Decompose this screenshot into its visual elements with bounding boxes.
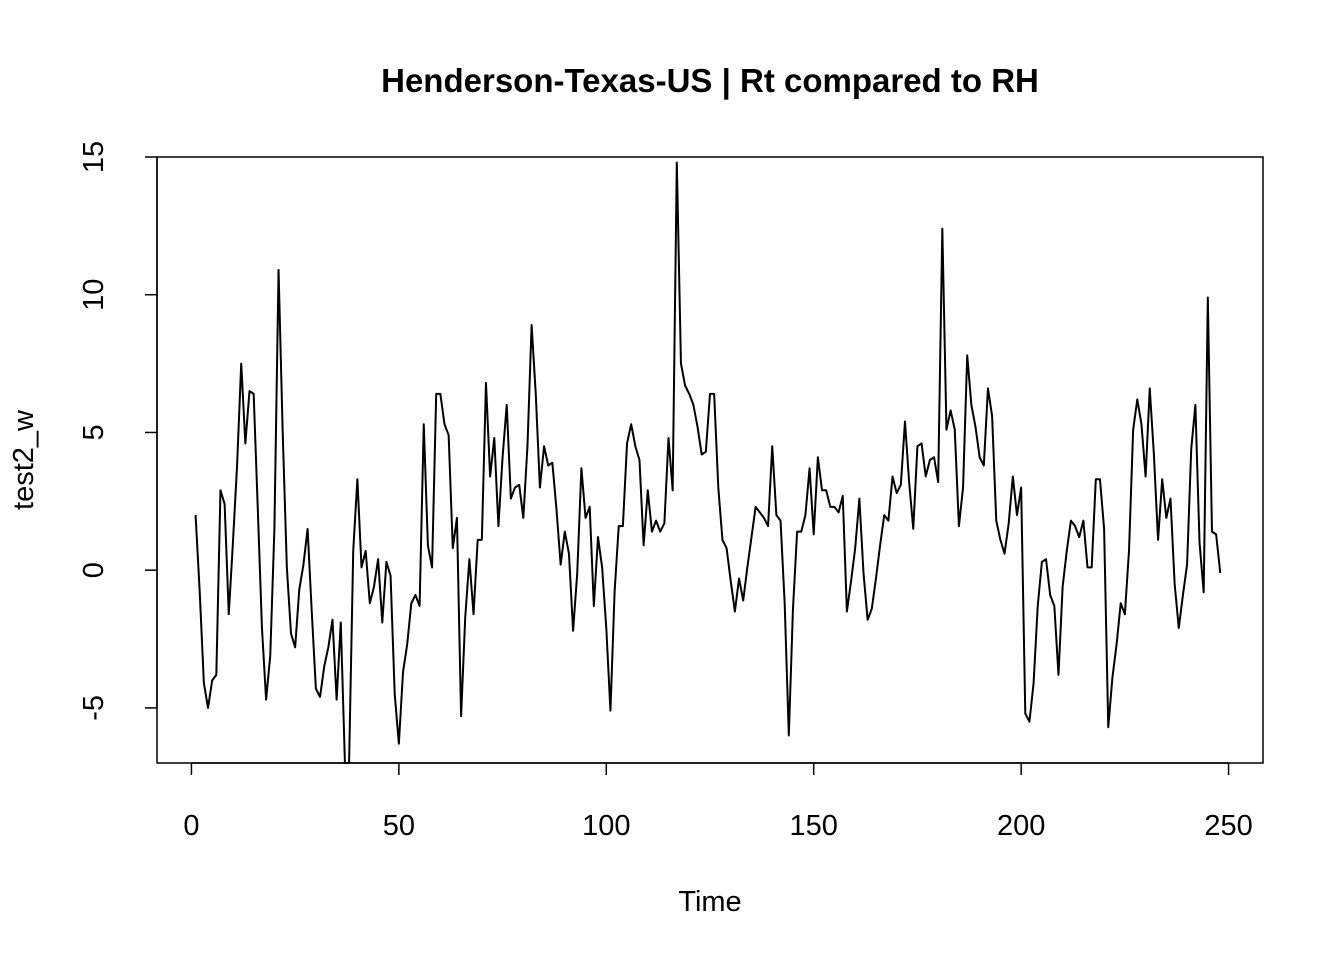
y-tick-label: 10: [78, 279, 110, 311]
x-tick-label: 0: [183, 810, 199, 842]
y-axis-label: test2_w: [8, 409, 40, 510]
series-line-test2_w: [194, 161, 1222, 764]
y-tick-label: 0: [78, 562, 110, 578]
chart-title: Henderson-Texas-US | Rt compared to RH: [381, 62, 1039, 99]
x-tick-label: 250: [1204, 810, 1252, 842]
x-tick-label: 200: [997, 810, 1045, 842]
x-tick-label: 50: [383, 810, 415, 842]
y-tick-label: 15: [78, 141, 110, 173]
x-tick-label: 150: [790, 810, 838, 842]
x-axis-label: Time: [678, 886, 741, 918]
y-axis: -5 0 5 10 15: [78, 141, 158, 721]
x-tick-label: 100: [582, 810, 630, 842]
y-tick-label: -5: [78, 695, 110, 721]
y-tick-label: 5: [78, 424, 110, 440]
x-axis: 0 50 100 150 200 250: [183, 762, 1253, 842]
series-layer: [194, 161, 1222, 764]
